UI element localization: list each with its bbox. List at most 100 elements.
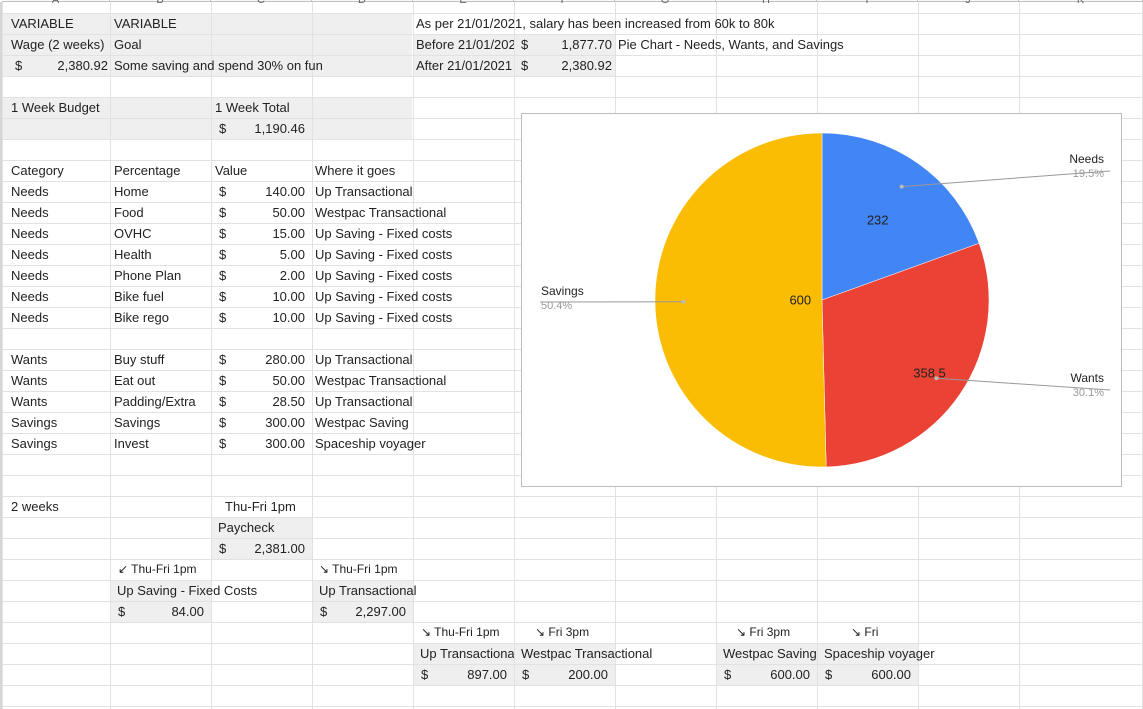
budget-row-item[interactable]: Buy stuff <box>114 352 165 367</box>
budget-row-category[interactable]: Savings <box>11 415 58 430</box>
flow-fixed-value[interactable]: 84.00 <box>171 604 204 619</box>
column-header-g[interactable]: G <box>615 0 716 6</box>
cell-a3-currency[interactable]: $ <box>15 58 23 73</box>
column-header-c[interactable]: C <box>211 0 312 6</box>
cell-b2[interactable]: Goal <box>114 37 142 52</box>
flow-ssv-label[interactable]: Spaceship voyager <box>824 646 935 661</box>
flow-upt-value[interactable]: 897.00 <box>467 667 507 682</box>
budget-row-value[interactable]: 280.00 <box>265 352 305 367</box>
column-header-f[interactable]: F <box>514 0 615 6</box>
budget-row-category[interactable]: Needs <box>11 310 49 325</box>
budget-row-value[interactable]: 140.00 <box>265 184 305 199</box>
cell-a2[interactable]: Wage (2 weeks) <box>11 37 105 52</box>
pie-chart-label[interactable]: Pie Chart - Needs, Wants, and Savings <box>618 37 844 52</box>
budget-row-category[interactable]: Needs <box>11 226 49 241</box>
salary-after-value[interactable]: 2,380.92 <box>561 58 612 73</box>
budget-row-item[interactable]: Bike fuel <box>114 289 164 304</box>
flow-fixed-currency[interactable]: $ <box>118 604 126 619</box>
budget-row-currency[interactable]: $ <box>219 373 227 388</box>
column-header-a[interactable]: A <box>2 0 110 6</box>
budget-row-currency[interactable]: $ <box>219 310 227 325</box>
flow-upt-time[interactable]: ↘ Thu-Fri 1pm <box>421 625 500 639</box>
budget-row-where[interactable]: Westpac Saving <box>315 415 409 430</box>
budget-row-value[interactable]: 300.00 <box>265 415 305 430</box>
budget-row-item[interactable]: OVHC <box>114 226 152 241</box>
pie-slice-wants[interactable] <box>821 242 990 468</box>
salary-before-value[interactable]: 1,877.70 <box>561 37 612 52</box>
salary-note[interactable]: As per 21/01/2021, salary has been incre… <box>416 16 775 31</box>
cell-a3-value[interactable]: 2,380.92 <box>57 58 108 73</box>
flow-two-weeks[interactable]: 2 weeks <box>11 499 59 514</box>
budget-row-currency[interactable]: $ <box>219 226 227 241</box>
flow-ssv-time[interactable]: ↘ Fri <box>851 625 879 639</box>
col-where-header[interactable]: Where it goes <box>315 163 396 178</box>
flow-trans-value[interactable]: 2,297.00 <box>355 604 406 619</box>
flow-trans-label[interactable]: Up Transactional <box>319 583 417 598</box>
budget-row-category[interactable]: Needs <box>11 184 49 199</box>
budget-row-item[interactable]: Padding/Extra <box>114 394 196 409</box>
budget-row-item[interactable]: Phone Plan <box>114 268 182 283</box>
budget-row-where[interactable]: Westpac Transactional <box>315 205 447 220</box>
budget-row-where[interactable]: Up Transactional <box>315 184 413 199</box>
budget-row-value[interactable]: 10.00 <box>272 310 305 325</box>
budget-row-where[interactable]: Westpac Transactional <box>315 373 447 388</box>
budget-total-currency[interactable]: $ <box>219 121 227 136</box>
budget-row-value[interactable]: 15.00 <box>272 226 305 241</box>
col-category-header[interactable]: Category <box>11 163 64 178</box>
flow-upt-label[interactable]: Up Transactional <box>420 646 514 661</box>
budget-row-category[interactable]: Needs <box>11 205 49 220</box>
flow-ssv-currency[interactable]: $ <box>825 667 833 682</box>
budget-row-item[interactable]: Savings <box>114 415 161 430</box>
budget-title[interactable]: 1 Week Budget <box>11 100 100 115</box>
budget-row-value[interactable]: 28.50 <box>272 394 305 409</box>
column-header-k[interactable]: K <box>1019 0 1143 6</box>
budget-row-currency[interactable]: $ <box>219 289 227 304</box>
budget-row-where[interactable]: Spaceship voyager <box>315 436 426 451</box>
pie-slice-needs[interactable] <box>821 132 980 301</box>
budget-total-value[interactable]: 1,190.46 <box>254 121 305 136</box>
cell-b3[interactable]: Some saving and spend 30% on fun <box>114 58 323 73</box>
flow-pay-value[interactable]: 2,381.00 <box>254 541 305 556</box>
budget-row-currency[interactable]: $ <box>219 394 227 409</box>
column-header-h[interactable]: H <box>716 0 817 6</box>
flow-wpt-currency[interactable]: $ <box>522 667 530 682</box>
budget-total-label[interactable]: 1 Week Total <box>215 100 290 115</box>
budget-row-item[interactable]: Health <box>114 247 152 262</box>
budget-row-where[interactable]: Up Saving - Fixed costs <box>315 268 453 283</box>
column-header-e[interactable]: E <box>413 0 514 6</box>
budget-row-where[interactable]: Up Transactional <box>315 394 413 409</box>
budget-row-category[interactable]: Wants <box>11 352 48 367</box>
flow-wps-currency[interactable]: $ <box>724 667 732 682</box>
salary-before-label[interactable]: Before 21/01/2021 <box>416 37 514 52</box>
flow-ssv-value[interactable]: 600.00 <box>871 667 911 682</box>
budget-row-where[interactable]: Up Saving - Fixed costs <box>315 289 453 304</box>
budget-row-value[interactable]: 5.00 <box>279 247 305 262</box>
column-header-i[interactable]: I <box>817 0 918 6</box>
col-percentage-header[interactable]: Percentage <box>114 163 181 178</box>
budget-row-currency[interactable]: $ <box>219 247 227 262</box>
budget-row-currency[interactable]: $ <box>219 205 227 220</box>
budget-row-category[interactable]: Needs <box>11 268 49 283</box>
budget-row-item[interactable]: Home <box>114 184 149 199</box>
budget-row-item[interactable]: Bike rego <box>114 310 169 325</box>
budget-row-where[interactable]: Up Transactional <box>315 352 413 367</box>
budget-row-value[interactable]: 50.00 <box>272 205 305 220</box>
budget-row-category[interactable]: Savings <box>11 436 58 451</box>
cell-b1[interactable]: VARIABLE <box>114 16 177 31</box>
budget-row-category[interactable]: Wants <box>11 373 48 388</box>
budget-row-item[interactable]: Invest <box>114 436 149 451</box>
flow-trans-currency[interactable]: $ <box>320 604 328 619</box>
budget-row-where[interactable]: Up Saving - Fixed costs <box>315 226 453 241</box>
budget-row-category[interactable]: Wants <box>11 394 48 409</box>
column-header-j[interactable]: J <box>918 0 1019 6</box>
budget-row-item[interactable]: Eat out <box>114 373 156 388</box>
budget-row-value[interactable]: 300.00 <box>265 436 305 451</box>
budget-row-where[interactable]: Up Saving - Fixed costs <box>315 247 453 262</box>
budget-row-value[interactable]: 2.00 <box>279 268 305 283</box>
salary-after-label[interactable]: After 21/01/2021 <box>416 58 513 73</box>
budget-row-value[interactable]: 50.00 <box>272 373 305 388</box>
cell-a1[interactable]: VARIABLE <box>11 16 74 31</box>
flow-pay-label[interactable]: Paycheck <box>218 520 275 535</box>
flow-wps-value[interactable]: 600.00 <box>770 667 810 682</box>
